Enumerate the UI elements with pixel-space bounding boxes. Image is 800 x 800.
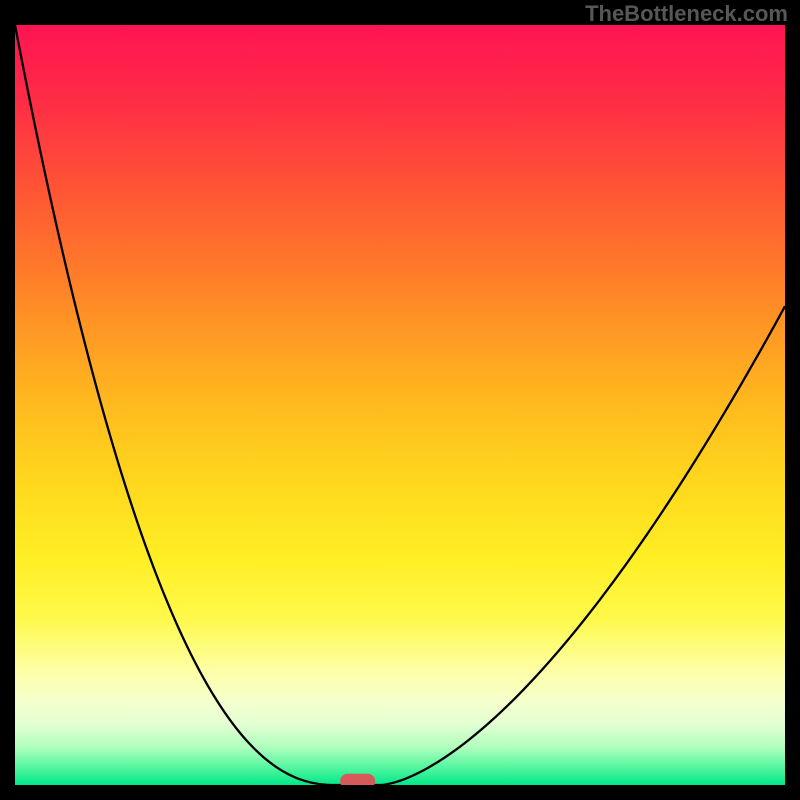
valley-marker: [341, 774, 375, 785]
chart-svg: [15, 25, 785, 785]
watermark-text: TheBottleneck.com: [585, 1, 788, 27]
gradient-background: [15, 25, 785, 785]
bottleneck-chart: TheBottleneck.com: [0, 0, 800, 800]
plot-area: [15, 25, 785, 785]
